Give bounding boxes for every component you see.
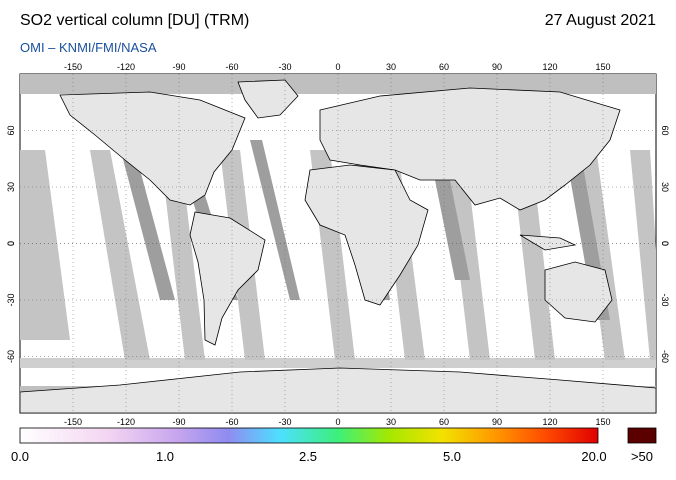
tick-label: 0 xyxy=(660,241,670,246)
graticule xyxy=(20,74,656,413)
tick-label: -120 xyxy=(117,62,135,72)
tick-label: 30 xyxy=(386,417,396,427)
map-date: 27 August 2021 xyxy=(544,12,656,29)
tick-label: 0 xyxy=(335,417,340,427)
tick-label: 30 xyxy=(386,62,396,72)
tick-label: 60 xyxy=(439,62,449,72)
lon-labels-bottom: -150 -120 -90 -60 -30 0 30 60 90 120 150 xyxy=(64,417,611,427)
tick-label: 60 xyxy=(660,125,670,135)
tick-label: -30 xyxy=(278,62,291,72)
tick-label: 90 xyxy=(492,417,502,427)
south-america xyxy=(189,211,266,346)
africa xyxy=(304,164,429,306)
source-credit: OMI – KNMI/FMI/NASA xyxy=(20,40,157,55)
tick-label: 30 xyxy=(660,182,670,192)
tick-label: -60 xyxy=(225,62,238,72)
tick-label: -30 xyxy=(278,417,291,427)
tick-label: -60 xyxy=(660,350,670,363)
tick-label: -30 xyxy=(660,293,670,306)
lon-labels-top: -150 -120 -90 -60 -30 0 30 60 90 120 150 xyxy=(64,62,611,72)
greenland xyxy=(237,79,299,119)
colorbar xyxy=(19,427,599,444)
australia xyxy=(544,261,613,323)
map-title: SO2 vertical column [DU] (TRM) xyxy=(20,12,250,29)
tick-label: 30 xyxy=(6,182,16,192)
indonesia xyxy=(519,234,577,251)
tick-label: 60 xyxy=(6,125,16,135)
tick-label: 0 xyxy=(6,241,16,246)
tick-label: -150 xyxy=(64,417,82,427)
tick-label: -60 xyxy=(6,350,16,363)
colorbar-label: 1.0 xyxy=(155,449,175,464)
tick-label: 120 xyxy=(542,417,557,427)
eurasia xyxy=(319,87,621,211)
colorbar-overflow xyxy=(627,427,657,444)
tick-label: 120 xyxy=(542,62,557,72)
tick-label: 90 xyxy=(492,62,502,72)
tick-label: 150 xyxy=(595,62,610,72)
tick-label: -90 xyxy=(172,62,185,72)
tick-label: -30 xyxy=(6,293,16,306)
colorbar-overflow-label: >50 xyxy=(630,449,654,464)
tick-label: -60 xyxy=(225,417,238,427)
colorbar-label: 0.0 xyxy=(10,449,30,464)
tick-label: -120 xyxy=(117,417,135,427)
tick-label: -150 xyxy=(64,62,82,72)
colorbar-label: 20.0 xyxy=(581,449,607,464)
north-america xyxy=(59,91,246,206)
tick-label: 0 xyxy=(6,241,16,246)
tick-label: 60 xyxy=(439,417,449,427)
colorbar-label: 2.5 xyxy=(298,449,318,464)
colorbar-label: 5.0 xyxy=(442,449,462,464)
tick-label: 150 xyxy=(595,417,610,427)
tick-label: 0 xyxy=(660,241,670,246)
tick-label: 0 xyxy=(335,62,340,72)
tick-label: -90 xyxy=(172,417,185,427)
